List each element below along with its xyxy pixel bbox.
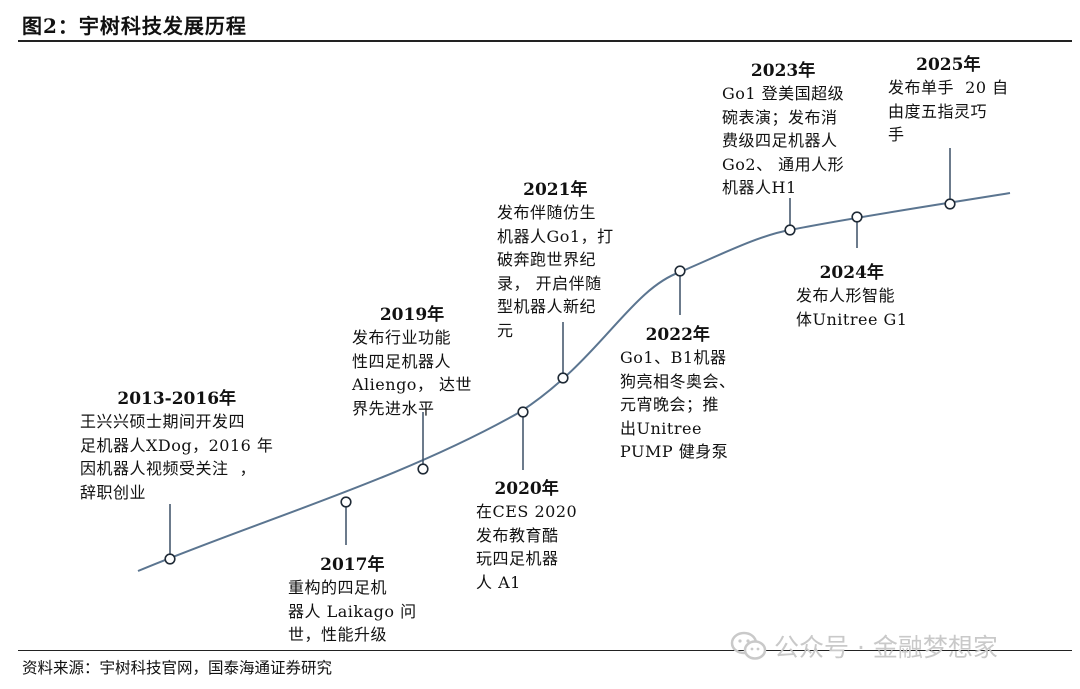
timeline-node (944, 198, 956, 210)
top-rule (18, 40, 1072, 42)
event-year: 2021年 (523, 180, 588, 200)
event-2013-2016: 2013-2016年 王兴兴硕士期间开发四 足机器人XDog，2016 年 因机… (80, 384, 273, 504)
timeline-node (517, 406, 529, 418)
event-description: 发布伴随仿生 机器人Go1，打 破奔跑世界纪 录， 开启伴随 型机器人新纪 元 (497, 203, 614, 340)
event-year: 2020年 (494, 479, 559, 499)
event-2023: 2023年 Go1 登美国超级 碗表演；发布消 费级四足机器人 Go2、 通用人… (722, 56, 844, 200)
event-year: 2013-2016年 (117, 389, 237, 409)
event-year: 2019年 (379, 305, 445, 325)
event-year: 2025年 (916, 55, 981, 75)
event-description: 发布行业功能 性四足机器人 Aliengo， 达世 界先进水平 (352, 328, 473, 418)
watermark-text: 公众号 · 金融梦想家 (774, 633, 998, 662)
event-year: 2022年 (645, 325, 710, 345)
event-description: 发布人形智能 体Unitree G1 (796, 286, 908, 329)
event-2019: 2019年 发布行业功能 性四足机器人 Aliengo， 达世 界先进水平 (352, 300, 472, 420)
event-description: Go1、B1机器 狗亮相冬奥会、 元宵晚会；推 出Unitree PUMP 健身… (620, 348, 736, 461)
event-description: 在CES 2020 发布教育酷 玩四足机器 人 A1 (476, 502, 578, 592)
source-note: 资料来源：宇树科技官网，国泰海通证券研究 (22, 659, 333, 677)
event-description: 重构的四足机 器人 Laikago 问 世，性能升级 (288, 578, 417, 644)
wechat-icon (730, 631, 767, 660)
timeline-curve (137, 192, 1011, 572)
event-2020: 2020年 在CES 2020 发布教育酷 玩四足机器 人 A1 (476, 474, 577, 594)
event-year: 2024年 (819, 263, 884, 283)
event-description: Go1 登美国超级 碗表演；发布消 费级四足机器人 Go2、 通用人形 机器人H… (722, 84, 845, 197)
figure-title: 图2：宇树科技发展历程 (22, 14, 247, 38)
timeline-node (340, 496, 352, 508)
event-year: 2017年 (320, 555, 385, 575)
event-year: 2023年 (750, 61, 816, 81)
timeline-node (851, 211, 863, 223)
event-2025: 2025年 发布单手 20 自 由度五指灵巧 手 (888, 50, 1009, 147)
bottom-rule (18, 650, 1072, 651)
event-2017: 2017年 重构的四足机 器人 Laikago 问 世，性能升级 (288, 550, 417, 647)
timeline-node (784, 224, 796, 236)
event-description: 发布单手 20 自 由度五指灵巧 手 (888, 78, 1009, 144)
timeline-nodes (164, 198, 956, 565)
timeline-node (557, 372, 569, 384)
timeline-node (674, 265, 686, 277)
event-2021: 2021年 发布伴随仿生 机器人Go1，打 破奔跑世界纪 录， 开启伴随 型机器… (497, 175, 614, 342)
event-description: 王兴兴硕士期间开发四 足机器人XDog，2016 年 因机器人视频受关注 ， 辞… (80, 412, 274, 502)
timeline-node (417, 463, 429, 475)
connector-lines (169, 148, 951, 559)
event-2022: 2022年 Go1、B1机器 狗亮相冬奥会、 元宵晚会；推 出Unitree P… (620, 320, 736, 464)
watermark: 公众号 · 金融梦想家 (730, 628, 998, 664)
timeline-node (164, 553, 176, 565)
event-2024: 2024年 发布人形智能 体Unitree G1 (796, 258, 907, 331)
